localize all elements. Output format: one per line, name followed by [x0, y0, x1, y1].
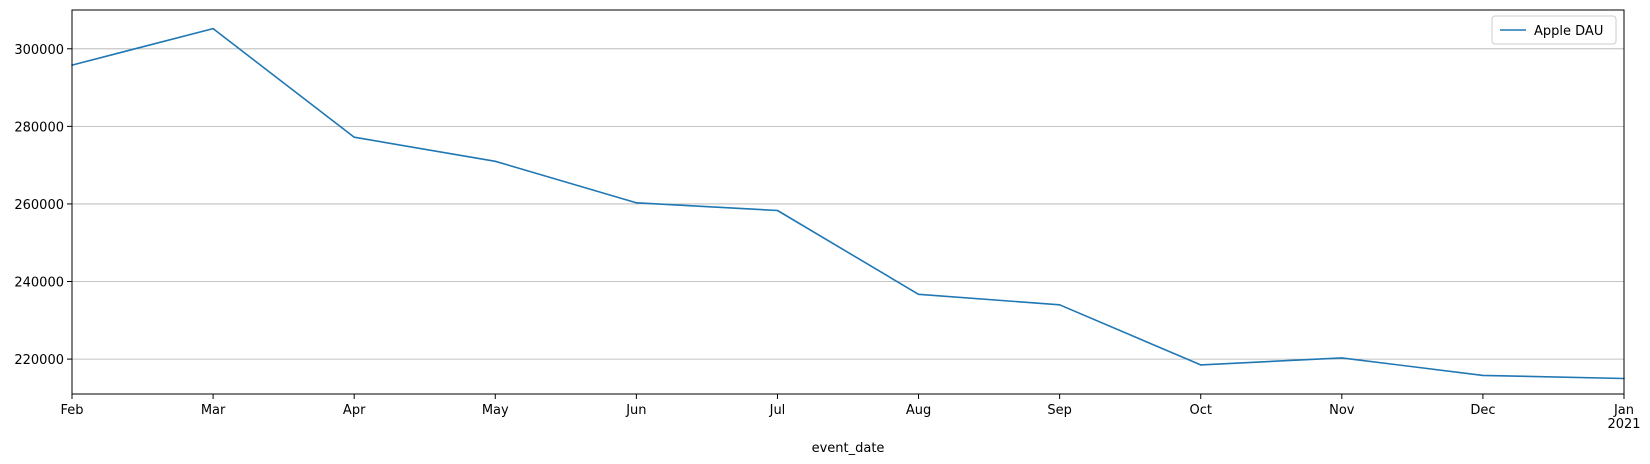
data-point: [1341, 357, 1343, 359]
y-axis: 220000 240000 260000 280000 300000: [14, 43, 72, 368]
series-line: [71, 27, 1625, 380]
data-point: [1058, 303, 1061, 306]
data-point: [353, 136, 355, 139]
x-tick-label: Nov: [1329, 403, 1355, 418]
x-tick-label: Feb: [60, 403, 83, 418]
grid-lines: [72, 48, 1624, 360]
data-point: [1199, 364, 1202, 366]
x-tick-label: Jun: [625, 403, 646, 418]
x-tick-label: Jul: [769, 403, 786, 418]
plot-frame: [71, 9, 1625, 395]
y-tick-label: 280000: [14, 120, 64, 135]
plot-background: [72, 10, 1624, 394]
legend: Apple DAU: [1491, 15, 1617, 45]
data-point: [635, 201, 638, 204]
x-tick-label: Apr: [343, 403, 366, 418]
legend-box: [1491, 15, 1617, 45]
y-tick-label: 300000: [14, 43, 64, 58]
x-tick-label: Mar: [201, 403, 226, 418]
y-tick-label: 260000: [14, 198, 64, 213]
x-tick-label: Dec: [1470, 403, 1495, 418]
x-tick-label: May: [482, 403, 509, 418]
x-tick-label: Sep: [1047, 403, 1072, 418]
x-tick-label: Aug: [906, 403, 931, 418]
x-year-label: 2021: [1607, 417, 1640, 432]
data-point: [212, 27, 214, 30]
x-axis-title: event_date: [812, 441, 885, 456]
legend-label: Apple DAU: [1534, 24, 1603, 39]
x-tick-label: Jan: [1613, 403, 1634, 418]
y-tick-label: 240000: [14, 276, 64, 291]
data-point: [917, 293, 920, 296]
data-point: [494, 160, 497, 163]
data-point: [776, 209, 779, 212]
data-point: [1482, 374, 1484, 377]
y-tick-label: 220000: [14, 353, 64, 368]
x-tick-label: Oct: [1189, 403, 1211, 418]
